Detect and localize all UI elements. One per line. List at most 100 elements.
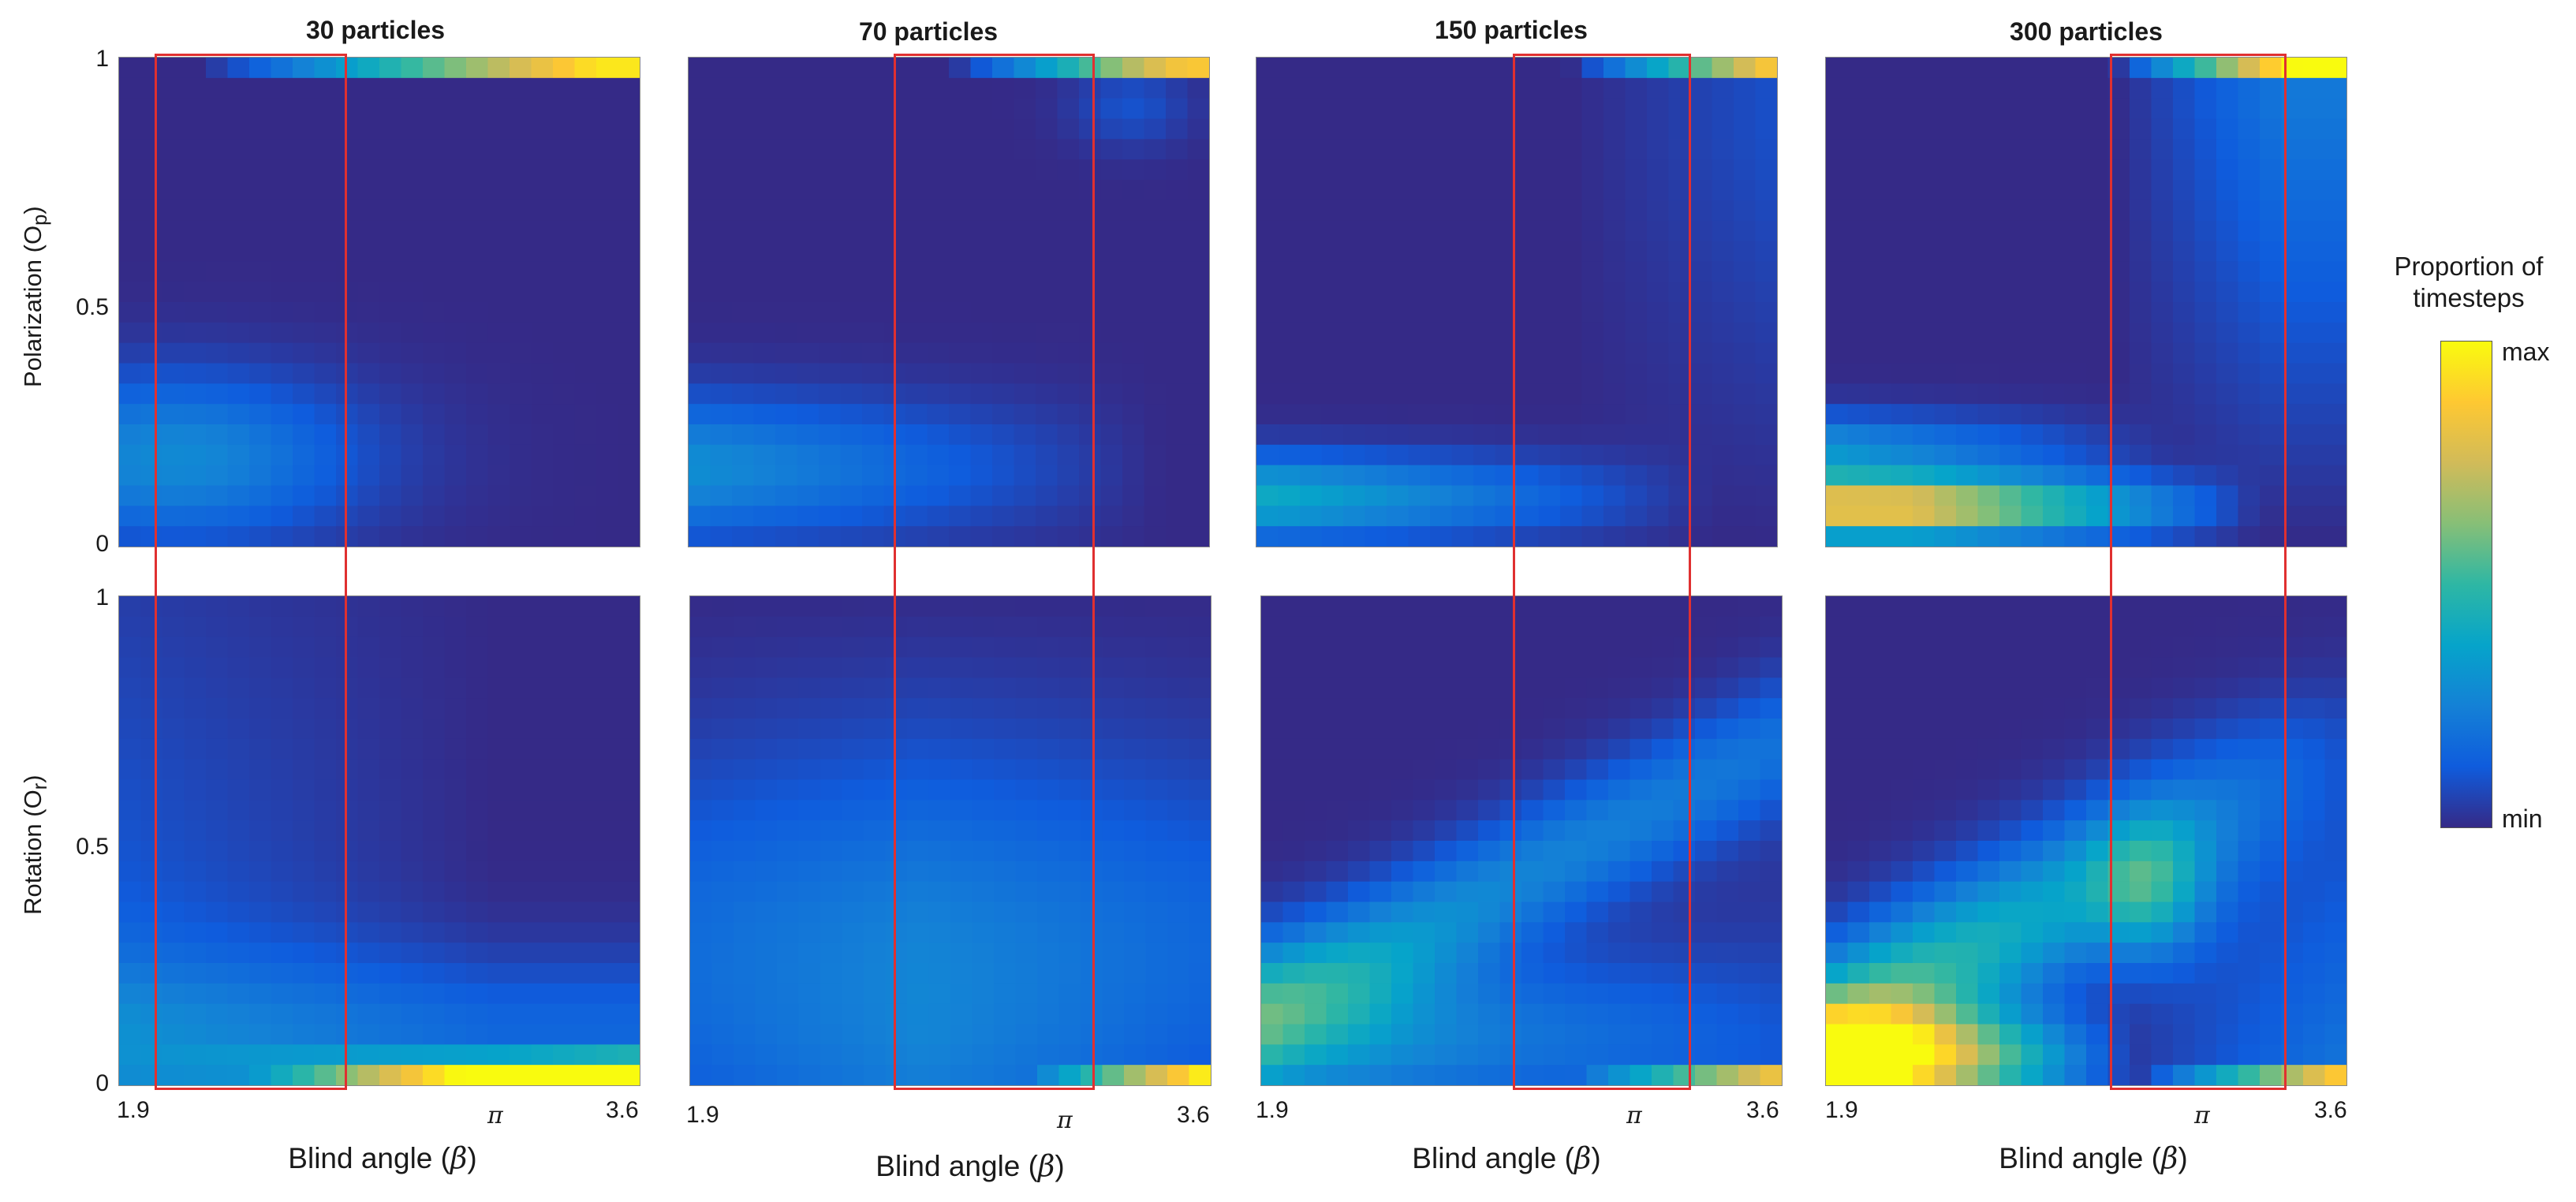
heatmap-cell <box>1124 881 1147 903</box>
heatmap-cell <box>1014 342 1036 364</box>
heatmap-cell <box>1560 200 1583 222</box>
heatmap-cell <box>949 302 972 323</box>
heatmap-cell <box>1716 657 1739 678</box>
heatmap-cell <box>1565 738 1588 760</box>
heatmap-cell <box>249 1003 272 1025</box>
heatmap-cell <box>1603 220 1626 242</box>
heatmap-cell <box>466 1044 489 1066</box>
heatmap-cell <box>820 698 843 719</box>
heatmap-cell <box>820 738 843 760</box>
heatmap-cell <box>2281 139 2304 160</box>
heatmap-cell <box>510 779 532 801</box>
heatmap-cell <box>1673 841 1696 862</box>
heatmap-cell <box>1891 943 1913 964</box>
heatmap-cell <box>1603 322 1626 344</box>
heatmap-cell <box>1521 779 1544 801</box>
heatmap-cell <box>293 922 315 943</box>
heatmap-cell <box>1521 902 1544 923</box>
heatmap-cell <box>1326 963 1349 984</box>
heatmap-cell <box>710 363 733 384</box>
heatmap-cell <box>119 220 142 242</box>
heatmap-cell <box>401 159 424 181</box>
heatmap-cell <box>357 465 380 487</box>
heatmap-cell <box>2281 485 2304 506</box>
heatmap-cell <box>711 596 734 618</box>
heatmap-cell <box>2021 636 2044 659</box>
heatmap-cell <box>314 342 337 364</box>
heatmap-cell <box>1430 424 1453 446</box>
heatmap-cell <box>1913 220 1936 242</box>
heatmap-cell <box>1037 1044 1060 1066</box>
heatmap-cell <box>510 404 532 425</box>
heatmap-cell <box>1102 698 1125 719</box>
heatmap-cell <box>2324 485 2346 506</box>
heatmap-cell <box>596 1003 619 1025</box>
heatmap-cell <box>1261 1044 1284 1066</box>
heatmap-cell <box>1581 139 1604 160</box>
heatmap-cell <box>618 678 640 699</box>
heatmap-cell <box>1387 485 1409 506</box>
heatmap-cell <box>1869 636 1892 659</box>
heatmap-cell <box>1826 616 1849 638</box>
heatmap-cell <box>2130 1003 2152 1025</box>
heatmap-cell <box>1144 383 1167 405</box>
heatmap-cell <box>1037 596 1060 618</box>
heatmap-cell <box>510 302 532 323</box>
heatmap-cell <box>140 363 163 384</box>
heatmap-cell <box>401 404 424 425</box>
heatmap-cell <box>1037 738 1060 760</box>
heatmap-cell <box>1977 444 2000 466</box>
heatmap-cell <box>271 342 293 364</box>
heatmap-cell <box>840 220 863 242</box>
heatmap-cell <box>775 485 798 506</box>
heatmap-cell <box>1145 922 1168 943</box>
heatmap-cell <box>1391 759 1414 781</box>
heatmap-cell <box>1517 302 1540 323</box>
heatmap-cell <box>1189 922 1211 943</box>
heatmap-cell <box>1256 506 1279 527</box>
heatmap-cell <box>1102 800 1125 821</box>
heatmap-cell <box>1451 465 1474 487</box>
heatmap-cell <box>2260 506 2283 527</box>
heatmap-cell <box>1625 200 1648 222</box>
heatmap-cell <box>1365 485 1387 506</box>
heatmap-cell <box>293 719 315 740</box>
heatmap-cell <box>293 860 315 883</box>
heatmap-cell <box>2107 657 2130 678</box>
heatmap-cell <box>1348 1003 1371 1025</box>
heatmap-cell <box>510 738 532 760</box>
heatmap-cell <box>2173 983 2196 1005</box>
heatmap-cell <box>883 424 906 446</box>
heatmap-cell <box>1891 779 1913 801</box>
heatmap-cell <box>293 1065 315 1085</box>
heatmap-cell <box>249 596 272 618</box>
heatmap-cell <box>401 180 424 201</box>
heatmap-cell <box>531 506 554 527</box>
heatmap-cell <box>1755 424 1777 446</box>
heatmap-cell <box>885 841 908 862</box>
heatmap-cell <box>1581 58 1604 79</box>
heatmap-cell <box>1326 759 1349 781</box>
heatmap-cell <box>2281 322 2304 344</box>
heatmap-cell <box>2260 526 2283 547</box>
heatmap-cell <box>1369 841 1392 862</box>
heatmap-cell <box>2281 118 2304 140</box>
heatmap-cell <box>1124 943 1147 964</box>
heatmap-cell <box>1343 322 1366 344</box>
heatmap-cell <box>1560 322 1583 344</box>
heatmap-cell <box>1036 363 1058 384</box>
heatmap-cell <box>885 698 908 719</box>
heatmap-cell <box>249 404 272 425</box>
heatmap-cell <box>1079 444 1102 466</box>
heatmap-cell <box>2194 383 2217 405</box>
heatmap-cell <box>2064 220 2087 242</box>
heatmap-cell <box>992 526 1015 547</box>
heatmap-cell <box>928 1024 951 1045</box>
heatmap-cell <box>1081 759 1103 781</box>
heatmap-cell <box>1305 922 1327 943</box>
heatmap-cell <box>271 261 293 282</box>
heatmap-cell <box>1608 1044 1631 1066</box>
heatmap-cell <box>531 159 554 181</box>
heatmap-cell <box>574 922 597 943</box>
heatmap-cell <box>798 983 821 1005</box>
